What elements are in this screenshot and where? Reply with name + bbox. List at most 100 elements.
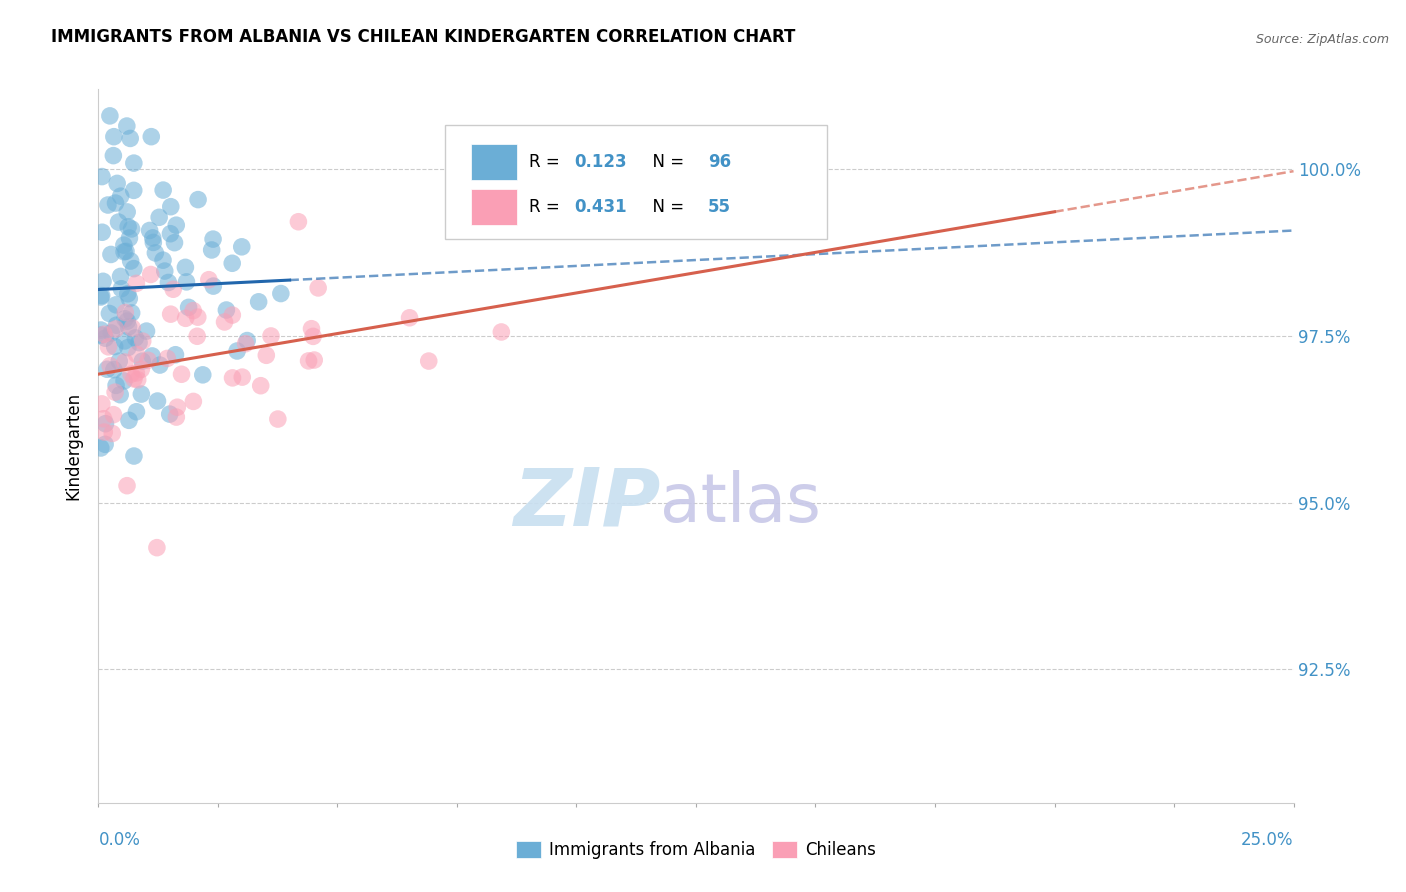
- Point: [115, 119, 138, 133]
- Point: [114, 355, 136, 369]
- Point: [107, 215, 129, 229]
- Point: [115, 205, 138, 219]
- Text: 0.123: 0.123: [574, 153, 627, 171]
- Point: [114, 311, 136, 326]
- Point: [103, 408, 125, 422]
- Point: [94, 331, 117, 345]
- Point: [202, 279, 225, 293]
- Point: [117, 341, 139, 355]
- Point: [91, 169, 114, 184]
- Point: [93, 327, 115, 342]
- Point: [91, 225, 114, 239]
- Point: [98, 359, 121, 373]
- Point: [254, 348, 277, 362]
- Point: [90, 323, 112, 337]
- Point: [165, 410, 187, 425]
- Point: [125, 366, 148, 380]
- Point: [187, 310, 209, 325]
- Point: [226, 343, 249, 358]
- Point: [270, 286, 292, 301]
- Point: [105, 298, 128, 312]
- Point: [302, 329, 325, 343]
- Point: [221, 256, 243, 270]
- Point: [165, 348, 187, 362]
- Point: [236, 334, 259, 348]
- Point: [105, 177, 128, 191]
- Text: N =: N =: [643, 198, 689, 216]
- Point: [201, 243, 224, 257]
- Point: [142, 231, 165, 245]
- Point: [231, 370, 253, 384]
- FancyBboxPatch shape: [471, 189, 517, 225]
- Point: [117, 314, 139, 328]
- Point: [163, 235, 186, 250]
- Point: [125, 277, 148, 291]
- Point: [135, 324, 157, 338]
- Text: N =: N =: [643, 153, 689, 171]
- Point: [110, 282, 132, 296]
- Point: [122, 156, 145, 170]
- Point: [191, 368, 214, 382]
- Point: [104, 385, 127, 400]
- Point: [96, 362, 118, 376]
- FancyBboxPatch shape: [471, 145, 517, 180]
- Point: [125, 405, 148, 419]
- Point: [120, 254, 142, 268]
- Point: [94, 437, 117, 451]
- Text: R =: R =: [529, 153, 565, 171]
- Point: [174, 311, 197, 326]
- Point: [93, 425, 115, 439]
- Point: [124, 331, 146, 345]
- Point: [141, 349, 163, 363]
- Point: [131, 354, 153, 368]
- Point: [162, 282, 184, 296]
- Point: [221, 371, 243, 385]
- Point: [139, 268, 162, 282]
- Text: Source: ZipAtlas.com: Source: ZipAtlas.com: [1256, 33, 1389, 46]
- Point: [103, 148, 125, 162]
- Point: [174, 260, 197, 275]
- Point: [117, 219, 139, 234]
- Point: [165, 218, 187, 232]
- Point: [398, 310, 420, 325]
- Point: [187, 193, 209, 207]
- Point: [156, 351, 179, 366]
- Text: IMMIGRANTS FROM ALBANIA VS CHILEAN KINDERGARTEN CORRELATION CHART: IMMIGRANTS FROM ALBANIA VS CHILEAN KINDE…: [51, 29, 794, 46]
- Text: atlas: atlas: [661, 470, 821, 536]
- Point: [249, 378, 271, 392]
- Point: [90, 290, 112, 304]
- Text: R =: R =: [529, 198, 565, 216]
- Point: [148, 211, 170, 225]
- Point: [112, 244, 135, 259]
- Point: [100, 326, 122, 340]
- Point: [235, 336, 257, 351]
- Point: [125, 347, 148, 361]
- Point: [122, 372, 145, 386]
- Point: [118, 231, 141, 245]
- Point: [112, 238, 135, 252]
- Point: [297, 354, 319, 368]
- Point: [108, 387, 131, 401]
- Point: [115, 478, 138, 492]
- Point: [117, 319, 139, 334]
- Point: [159, 227, 181, 241]
- Point: [98, 109, 121, 123]
- Point: [104, 340, 127, 354]
- Point: [132, 334, 155, 348]
- Point: [121, 306, 143, 320]
- Point: [114, 334, 136, 348]
- Point: [149, 358, 172, 372]
- Point: [157, 276, 180, 290]
- Text: ZIP: ZIP: [513, 464, 661, 542]
- Point: [186, 329, 208, 343]
- Point: [128, 335, 150, 350]
- Point: [103, 129, 125, 144]
- Point: [307, 281, 329, 295]
- Point: [90, 441, 112, 455]
- Point: [491, 325, 513, 339]
- Point: [112, 374, 135, 388]
- Point: [198, 273, 221, 287]
- Point: [115, 244, 138, 259]
- Text: 25.0%: 25.0%: [1241, 831, 1294, 849]
- Point: [177, 301, 200, 315]
